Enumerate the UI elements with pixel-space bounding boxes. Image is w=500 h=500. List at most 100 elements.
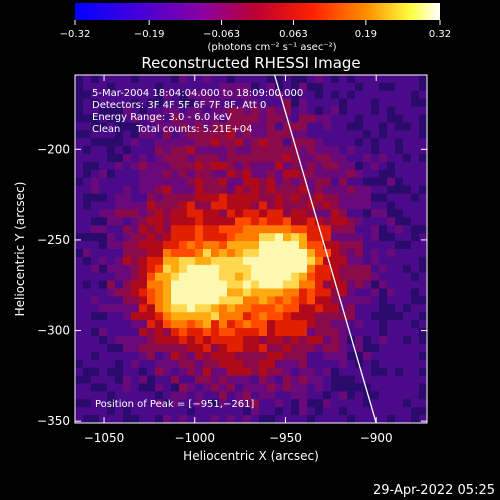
- heatmap-cell: [259, 169, 268, 179]
- heatmap-cell: [75, 130, 84, 139]
- heatmap-cell: [235, 130, 244, 139]
- heatmap-cell: [123, 272, 132, 282]
- heatmap-cell: [123, 336, 132, 345]
- heatmap-cell: [243, 375, 252, 385]
- heatmap-cell: [171, 82, 180, 92]
- colorbar-unit-label: (photons cm⁻² s⁻¹ asec⁻²): [207, 42, 336, 53]
- heatmap-cell: [283, 336, 292, 345]
- heatmap-cell: [139, 391, 148, 400]
- heatmap-cell: [315, 169, 324, 179]
- heatmap-cell: [267, 209, 276, 218]
- heatmap-cell: [219, 383, 228, 392]
- heatmap-cell: [291, 288, 300, 298]
- heatmap-cell: [115, 407, 124, 416]
- heatmap-cell: [283, 272, 292, 282]
- heatmap-cell: [131, 304, 140, 313]
- heatmap-cell: [179, 146, 188, 155]
- heatmap-cell: [411, 359, 420, 369]
- heatmap-cell: [83, 169, 92, 179]
- heatmap-cell: [75, 304, 84, 313]
- heatmap-cell: [323, 280, 332, 290]
- heatmap-cell: [179, 82, 188, 92]
- heatmap-cell: [275, 106, 284, 116]
- heatmap-cell: [187, 336, 196, 345]
- heatmap-cell: [323, 177, 332, 187]
- heatmap-cell: [363, 288, 372, 298]
- heatmap-cell: [363, 122, 372, 131]
- heatmap-cell: [155, 343, 164, 353]
- heatmap-cell: [219, 296, 228, 305]
- heatmap-cell: [83, 138, 92, 147]
- heatmap-cell: [259, 320, 268, 329]
- heatmap-cell: [131, 130, 140, 139]
- heatmap-cell: [91, 367, 100, 377]
- heatmap-cell: [179, 312, 188, 321]
- heatmap-cell: [299, 233, 308, 242]
- heatmap-cell: [179, 154, 188, 163]
- heatmap-cell: [331, 90, 340, 100]
- heatmap-cell: [123, 201, 132, 211]
- heatmap-cell: [163, 312, 172, 321]
- heatmap-cell: [379, 304, 388, 313]
- heatmap-cell: [267, 177, 276, 187]
- heatmap-cell: [411, 241, 420, 250]
- heatmap-cell: [307, 122, 316, 131]
- heatmap-cell: [203, 82, 212, 92]
- heatmap-cell: [307, 185, 316, 195]
- heatmap-cell: [419, 304, 427, 313]
- heatmap-cell: [235, 288, 244, 298]
- heatmap-cell: [395, 106, 404, 116]
- heatmap-cell: [403, 312, 412, 321]
- heatmap-cell: [251, 154, 260, 163]
- heatmap-cell: [419, 114, 427, 124]
- heatmap-cell: [291, 82, 300, 92]
- heatmap-cell: [219, 201, 228, 211]
- heatmap-cell: [203, 407, 212, 416]
- heatmap-cell: [187, 138, 196, 147]
- heatmap-cell: [203, 138, 212, 147]
- heatmap-cell: [219, 328, 228, 337]
- heatmap-cell: [171, 312, 180, 321]
- heatmap-cell: [283, 359, 292, 369]
- heatmap-cell: [291, 399, 300, 408]
- heatmap-cell: [259, 193, 268, 203]
- heatmap-cell: [211, 280, 220, 290]
- heatmap-cell: [219, 241, 228, 250]
- heatmap-cell: [163, 209, 172, 218]
- heatmap-cell: [203, 217, 212, 226]
- heatmap-cell: [107, 225, 116, 234]
- heatmap-cell: [371, 209, 380, 218]
- heatmap-cell: [395, 201, 404, 211]
- heatmap-cell: [315, 122, 324, 131]
- heatmap-cell: [123, 209, 132, 218]
- heatmap-cell: [363, 336, 372, 345]
- heatmap-cell: [155, 154, 164, 163]
- heatmap-cell: [211, 138, 220, 147]
- heatmap-cell: [187, 415, 196, 423]
- heatmap-cell: [91, 114, 100, 124]
- heatmap-cell: [195, 233, 204, 242]
- heatmap-cell: [259, 177, 268, 187]
- heatmap-cell: [331, 249, 340, 258]
- heatmap-cell: [419, 193, 427, 203]
- heatmap-cell: [235, 169, 244, 179]
- heatmap-cell: [155, 82, 164, 92]
- heatmap-cell: [307, 169, 316, 179]
- heatmap-cell: [115, 201, 124, 211]
- axes: −1050 −1000 −950 −900−200−250−300−350: [37, 75, 427, 445]
- heatmap-cell: [363, 249, 372, 258]
- heatmap-cell: [251, 130, 260, 139]
- heatmap-cell: [75, 106, 84, 116]
- heatmap-cell: [219, 75, 228, 84]
- heatmap-cell: [91, 256, 100, 266]
- heatmap-cell: [155, 249, 164, 258]
- heatmap-cell: [339, 201, 348, 211]
- heatmap-cell: [259, 304, 268, 313]
- heatmap-cell: [387, 193, 396, 203]
- heatmap-cell: [315, 296, 324, 305]
- heatmap-cell: [179, 280, 188, 290]
- heatmap-cell: [155, 169, 164, 179]
- heatmap-cell: [291, 343, 300, 353]
- heatmap-cell: [259, 328, 268, 337]
- heatmap-cell: [283, 98, 292, 108]
